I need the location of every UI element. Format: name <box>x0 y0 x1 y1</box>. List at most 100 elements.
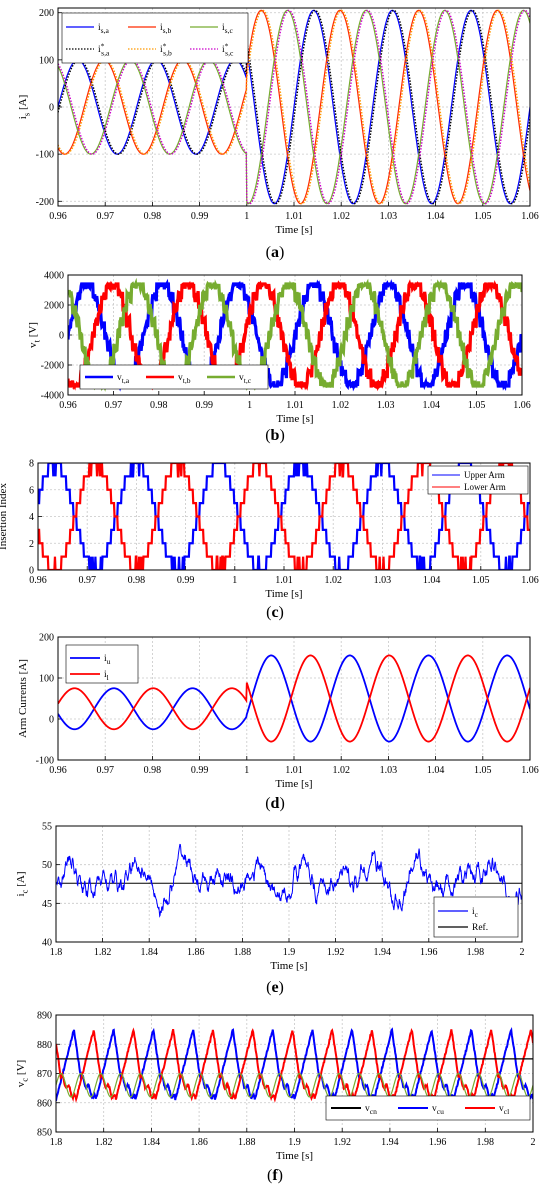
y-tick-label: 4 <box>29 512 34 523</box>
y-tick-label: 55 <box>42 822 52 833</box>
y-tick-label: 4000 <box>44 271 64 282</box>
legend-box <box>65 644 139 684</box>
y-tick-label: 200 <box>39 8 54 19</box>
y-tick-label: 0 <box>29 566 34 577</box>
x-tick-label: 1.06 <box>521 211 539 222</box>
x-tick-label: 1.8 <box>50 947 63 958</box>
y-tick-label: 8 <box>29 459 34 470</box>
y-tick-label: 0 <box>49 715 54 726</box>
x-tick-label: 1.9 <box>288 1137 301 1148</box>
x-tick-label: 1 <box>244 765 249 776</box>
panel-caption: (a) <box>266 244 285 261</box>
y-tick-label: 0 <box>49 103 54 114</box>
legend-label: vcl <box>499 1104 509 1116</box>
x-axis-label: Time [s] <box>276 1150 313 1162</box>
legend-label: Ref. <box>472 922 488 933</box>
x-tick-label: 0.97 <box>105 400 123 411</box>
x-tick-label: 1.04 <box>427 211 445 222</box>
x-tick-label: 0.96 <box>49 765 67 776</box>
x-axis-label: Time [s] <box>265 588 302 600</box>
x-tick-label: 1.04 <box>427 765 445 776</box>
x-tick-label: 0.97 <box>78 575 96 586</box>
x-tick-label: 0.96 <box>29 575 47 586</box>
panel-caption: (d) <box>265 795 285 812</box>
plot-area <box>56 843 522 918</box>
x-tick-label: 1.98 <box>467 947 485 958</box>
x-axis-label: Time [s] <box>270 960 307 972</box>
x-tick-label: 1.02 <box>332 211 350 222</box>
x-tick-label: 1.05 <box>468 400 486 411</box>
plot-area <box>38 463 530 570</box>
legend: vt,a vt,b vt,c <box>79 364 269 390</box>
legend: ic Ref. <box>433 896 519 938</box>
x-tick-label: 0.96 <box>59 400 77 411</box>
plot-area <box>58 9 530 205</box>
plot-area <box>58 654 530 743</box>
series-line-v_cl <box>56 1027 533 1104</box>
series-line-Lower Arm <box>38 463 530 570</box>
x-tick-label: 1.04 <box>422 400 440 411</box>
legend-label: vt,c <box>239 373 252 385</box>
y-tick-label: -2000 <box>41 361 64 372</box>
y-tick-label: -100 <box>36 756 54 767</box>
y-tick-label: 860 <box>37 1098 52 1109</box>
legend-box <box>433 896 519 938</box>
x-tick-label: 1.84 <box>143 1137 161 1148</box>
phase-detail-line <box>56 1072 533 1098</box>
x-tick-label: 1.01 <box>285 211 303 222</box>
x-tick-label: 1.04 <box>423 575 441 586</box>
legend-label: is,c <box>222 23 233 35</box>
series-line-v_t,c <box>68 277 522 392</box>
y-tick-label: 45 <box>42 899 52 910</box>
y-tick-label: 0 <box>59 331 64 342</box>
x-tick-label: 0.99 <box>195 400 213 411</box>
x-tick-label: 1.88 <box>238 1137 256 1148</box>
series-line-i_s,c <box>58 9 530 205</box>
x-tick-label: 1.86 <box>187 947 205 958</box>
y-axis-label: Arm Currents [A] <box>17 659 29 738</box>
y-axis-label: is [A] <box>17 95 31 120</box>
y-tick-label: 200 <box>39 633 54 644</box>
x-tick-label: 1.02 <box>324 575 342 586</box>
x-tick-label: 1.05 <box>472 575 490 586</box>
x-tick-label: 0.98 <box>128 575 146 586</box>
panel-5: 1.8 1.82 1.84 1.86 1.88 1.9 1.92 1.94 1.96 1.98 2 8… <box>15 1011 536 1185</box>
legend-label: vt,a <box>117 373 130 385</box>
x-tick-label: 1.92 <box>333 1137 351 1148</box>
legend: vcn vcu vcl <box>325 1095 531 1121</box>
y-axis-label: ic [A] <box>15 872 29 897</box>
legend-label: is,b <box>160 23 171 35</box>
x-tick-label: 1.98 <box>477 1137 495 1148</box>
y-tick-label: 2 <box>29 539 34 550</box>
y-tick-label: 6 <box>29 485 34 496</box>
x-tick-label: 0.98 <box>144 211 162 222</box>
y-tick-label: 50 <box>42 860 52 871</box>
x-tick-label: 2 <box>520 947 525 958</box>
panel-4: 1.8 1.82 1.84 1.86 1.88 1.9 1.92 1.94 1.96 1.98 2 5… <box>15 822 525 997</box>
x-tick-label: 1.03 <box>380 211 398 222</box>
x-tick-label: 1.84 <box>140 947 158 958</box>
legend: is,a is,b is,c i* s,a i* s,b i* s,c <box>61 12 249 64</box>
y-tick-label: -100 <box>36 150 54 161</box>
x-tick-label: 0.97 <box>96 765 114 776</box>
y-tick-label: 870 <box>37 1069 52 1080</box>
panel-caption: (b) <box>265 427 285 444</box>
panel-0: 0.96 0.97 0.98 0.99 1 1.01 1.02 1.03 1.04 1.05 1.0… <box>17 7 539 261</box>
x-tick-label: 1.96 <box>429 1137 447 1148</box>
y-axis-label: vc [V] <box>15 1060 29 1087</box>
x-tick-label: 1 <box>232 575 237 586</box>
x-tick-label: 1 <box>244 211 249 222</box>
plot-frame <box>57 636 531 761</box>
x-axis-label: Time [s] <box>275 224 312 236</box>
legend-label: Upper Arm <box>464 470 505 480</box>
x-tick-label: 1.01 <box>275 575 293 586</box>
x-tick-label: 1.03 <box>374 575 392 586</box>
y-tick-label: 2000 <box>44 301 64 312</box>
y-tick-label: 880 <box>37 1040 52 1051</box>
legend-label: i* s,b <box>160 42 172 58</box>
x-tick-label: 1.94 <box>381 1137 399 1148</box>
x-axis-label: Time [s] <box>276 413 313 425</box>
y-tick-label: 890 <box>37 1011 52 1022</box>
